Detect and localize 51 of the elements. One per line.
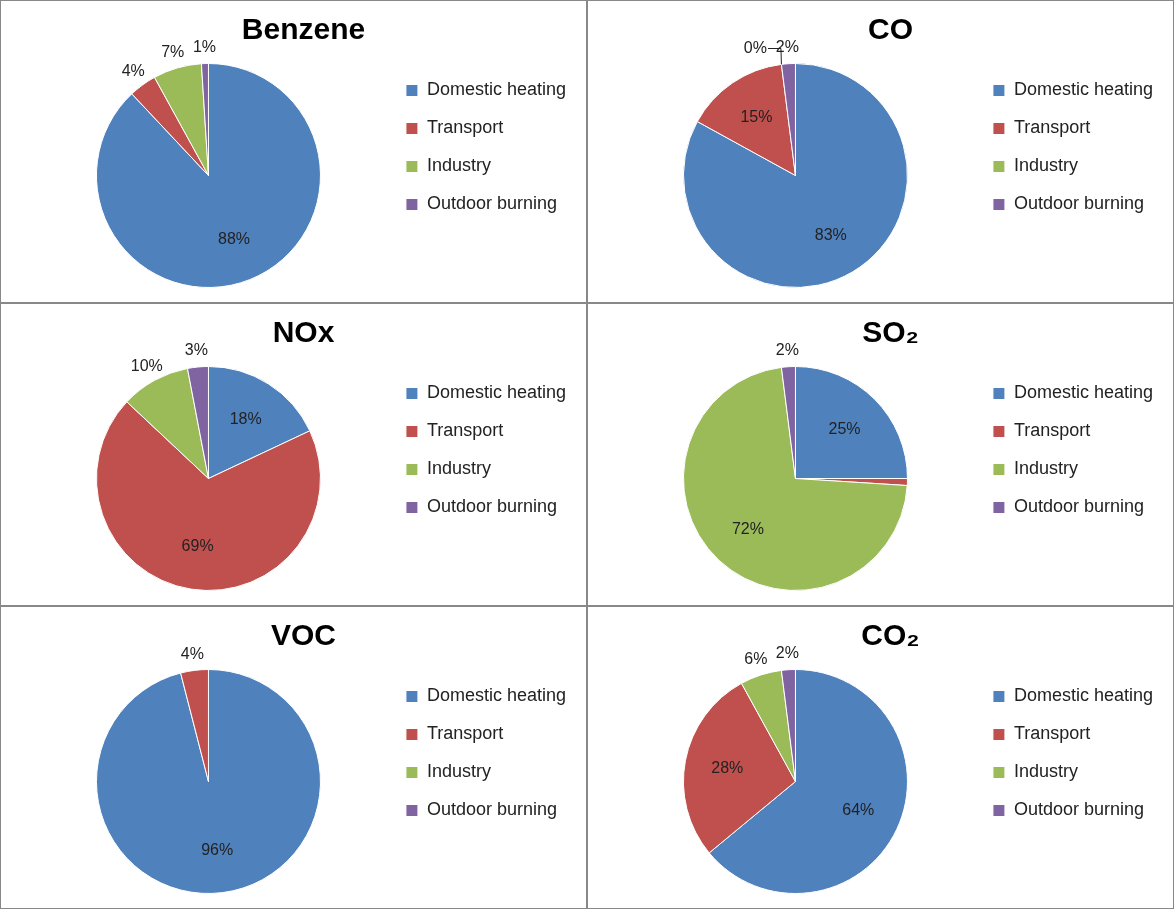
legend-label: Outdoor burning	[1013, 193, 1145, 214]
data-label: 2%	[775, 644, 799, 662]
legend-label: Domestic heating	[1013, 685, 1154, 706]
legend-label: Transport	[426, 117, 504, 138]
legend-label: Industry	[1013, 761, 1078, 782]
data-label: 18%	[229, 410, 262, 428]
data-label: 69%	[181, 537, 214, 555]
chart-title: CO₂	[861, 618, 920, 652]
legend-label: Industry	[426, 761, 491, 782]
legend-label: Domestic heating	[426, 382, 567, 403]
chart-title: SO₂	[862, 315, 919, 349]
legend-label: Transport	[1013, 723, 1091, 744]
chart-title: CO	[868, 12, 913, 46]
chart-title: NOx	[272, 315, 335, 349]
data-label: 83%	[814, 225, 847, 243]
legend-label: Outdoor burning	[426, 496, 558, 517]
data-label: 72%	[731, 519, 764, 537]
data-label: 15%	[740, 108, 773, 126]
legend-label: Transport	[1013, 117, 1091, 138]
data-label: 28%	[711, 758, 744, 776]
legend-label: Transport	[1013, 420, 1091, 441]
legend-label: Domestic heating	[426, 79, 567, 100]
chart-title: VOC	[270, 618, 337, 652]
data-label: 88%	[218, 230, 251, 248]
data-label: 2%	[775, 341, 799, 359]
data-label: 4%	[180, 644, 204, 662]
data-label: 96%	[201, 840, 234, 858]
legend-label: Outdoor burning	[1013, 799, 1145, 820]
legend-label: Domestic heating	[1013, 79, 1154, 100]
data-label: 6%	[744, 650, 768, 668]
legend-label: Domestic heating	[426, 685, 567, 706]
data-label: 1%	[192, 37, 217, 55]
legend-label: Industry	[1013, 458, 1078, 479]
data-label: 25%	[828, 419, 861, 437]
data-label: 4%	[121, 62, 145, 80]
chart-title: Benzene	[241, 12, 366, 46]
legend-label: Outdoor burning	[426, 799, 558, 820]
data-label: 10%	[130, 356, 163, 374]
legend-label: Industry	[426, 155, 491, 176]
legend-label: Industry	[426, 458, 491, 479]
legend-label: Outdoor burning	[426, 193, 558, 214]
legend-label: Transport	[426, 420, 504, 441]
text: 0%	[743, 38, 767, 56]
data-label: 2%	[775, 38, 799, 56]
legend-label: Transport	[426, 723, 504, 744]
data-label: 7%	[161, 42, 185, 60]
data-label: 64%	[842, 801, 875, 819]
data-label: 3%	[184, 341, 208, 359]
legend-label: Domestic heating	[1013, 382, 1154, 403]
legend-label: Industry	[1013, 155, 1078, 176]
legend-label: Outdoor burning	[1013, 496, 1145, 517]
